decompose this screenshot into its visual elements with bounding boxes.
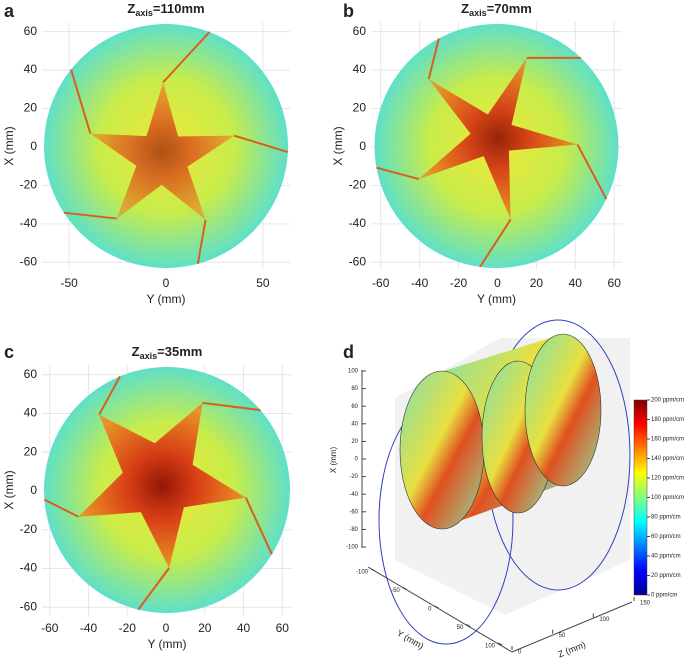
x-tick-label: 50	[256, 276, 270, 290]
x-axis-label: X (mm)	[329, 447, 338, 474]
colorbar-tick-label: 0 ppm/cm	[651, 593, 677, 599]
y-tick-label: 0	[428, 607, 432, 613]
z-tick-label: 100	[599, 617, 610, 623]
colorbar	[634, 400, 647, 595]
x-tick-label: -60	[349, 509, 358, 515]
title-part: axis	[140, 351, 158, 361]
y-tick-label: -60	[349, 254, 367, 268]
y-tick-label: -100	[356, 570, 369, 576]
y-tick-label: -40	[20, 216, 38, 230]
x-tick-label: 60	[608, 276, 622, 290]
title-part: Z	[127, 1, 135, 16]
y-tick-label: -40	[20, 561, 38, 575]
x-tick-label: 20	[530, 276, 544, 290]
y-tick-label: 20	[353, 101, 367, 115]
x-tick-label: -40	[349, 492, 358, 498]
title-part: axis	[135, 8, 153, 18]
y-axis-label: X (mm)	[2, 126, 16, 165]
tick-mark	[371, 569, 375, 571]
y-tick-label: 0	[30, 139, 37, 153]
x-tick-label: -80	[349, 527, 358, 533]
y-tick-label: 50	[457, 625, 464, 631]
x-tick-label: -40	[80, 621, 98, 635]
colorbar-tick-label: 20 ppm/cm	[651, 573, 681, 579]
x-tick-label: 40	[569, 276, 583, 290]
slice-disc	[525, 334, 601, 486]
x-tick-label: 40	[237, 621, 251, 635]
x-tick-label: -20	[349, 474, 358, 480]
x-tick-label: -100	[346, 545, 359, 551]
x-tick-label: 60	[276, 621, 290, 635]
panel-label: b	[343, 1, 354, 21]
x-tick-label: 0	[163, 621, 170, 635]
y-tick-label: 0	[359, 139, 366, 153]
y-tick-label: 40	[24, 62, 38, 76]
x-tick-label: -50	[60, 276, 78, 290]
x-tick-label: 0	[163, 276, 170, 290]
x-tick-label: 20	[351, 439, 358, 445]
y-tick-label: -40	[349, 216, 367, 230]
y-tick-label: -60	[20, 254, 38, 268]
title-part: Z	[132, 344, 140, 359]
y-tick-label: -20	[349, 178, 367, 192]
x-tick-label: 20	[198, 621, 212, 635]
y-axis-label: X (mm)	[331, 126, 345, 165]
colorbar-tick-label: 60 ppm/cm	[651, 534, 681, 540]
y-tick-label: -50	[391, 588, 400, 594]
z-tick-label: 0	[518, 650, 522, 656]
y-tick-label: -60	[20, 599, 38, 613]
title-part: =35mm	[157, 344, 202, 359]
colorbar-tick-label: 40 ppm/cm	[651, 554, 681, 560]
x-axis-label: Y (mm)	[477, 292, 516, 306]
y-tick-label: 40	[24, 406, 38, 420]
y-axis-label: Y (mm)	[395, 628, 425, 651]
colorbar-tick-label: 120 ppm/cm	[651, 476, 684, 482]
x-tick-label: 80	[351, 386, 358, 392]
panel-title: Zaxis=70mm	[461, 1, 532, 18]
x-tick-label: 0	[355, 457, 359, 463]
title-part: axis	[469, 8, 487, 18]
x-tick-label: -60	[372, 276, 390, 290]
y-tick-label: 60	[353, 24, 367, 38]
z-axis-label: Z (mm)	[556, 639, 587, 658]
y-tick-label: -20	[20, 178, 38, 192]
panel-label: a	[4, 1, 15, 21]
title-part: =70mm	[487, 1, 532, 16]
title-part: Z	[461, 1, 469, 16]
x-tick-label: -40	[411, 276, 429, 290]
x-tick-label: -60	[41, 621, 59, 635]
z-tick-label: 150	[640, 601, 651, 607]
colorbar-tick-label: 100 ppm/cm	[651, 495, 684, 501]
x-tick-label: -20	[450, 276, 468, 290]
x-tick-label: 100	[348, 369, 359, 375]
y-tick-label: 60	[24, 367, 38, 381]
colorbar-tick-label: 180 ppm/cm	[651, 417, 684, 423]
panel-label: c	[4, 342, 14, 362]
x-axis-label: Y (mm)	[147, 637, 186, 651]
colorbar-tick-label: 200 ppm/cm	[651, 398, 684, 404]
panel-title: Zaxis=35mm	[132, 344, 203, 361]
x-tick-label: 0	[494, 276, 501, 290]
y-tick-label: 0	[30, 483, 37, 497]
x-axis-label: Y (mm)	[146, 292, 185, 306]
y-tick-label: 20	[24, 444, 38, 458]
y-tick-label: 40	[353, 62, 367, 76]
colorbar-tick-label: 80 ppm/cm	[651, 515, 681, 521]
y-tick-label: 20	[24, 101, 38, 115]
colorbar-tick-label: 140 ppm/cm	[651, 456, 684, 462]
x-tick-label: 40	[351, 421, 358, 427]
title-part: =110mm	[153, 1, 205, 16]
x-tick-label: -20	[119, 621, 137, 635]
y-axis-label: X (mm)	[2, 470, 16, 509]
panel-label: d	[343, 342, 354, 362]
slice-disc	[400, 371, 484, 529]
panel-title: Zaxis=110mm	[127, 1, 204, 18]
y-tick-label: 100	[485, 644, 496, 650]
y-tick-label: 60	[24, 24, 38, 38]
z-tick-label: 50	[559, 633, 566, 639]
colorbar-tick-label: 160 ppm/cm	[651, 437, 684, 443]
y-tick-label: -20	[20, 522, 38, 536]
x-tick-label: 60	[351, 404, 358, 410]
